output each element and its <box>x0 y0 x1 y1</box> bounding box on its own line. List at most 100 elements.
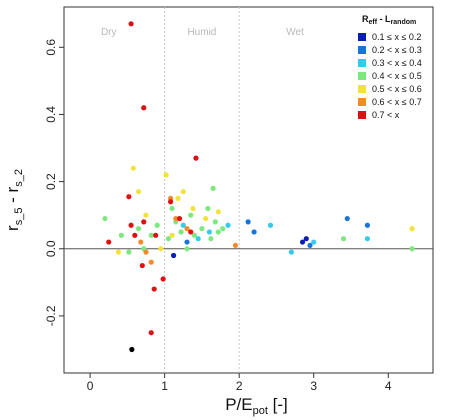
x-tick-label: 2 <box>236 379 243 393</box>
data-point <box>210 185 216 191</box>
legend-entry: 0.4 < x ≤ 0.5 <box>372 71 422 81</box>
data-point <box>129 346 135 353</box>
data-point <box>173 215 179 222</box>
data-point <box>340 236 347 242</box>
series-3 <box>180 222 370 255</box>
data-point <box>148 330 154 336</box>
data-point <box>184 239 190 245</box>
legend-swatch <box>358 85 366 93</box>
region-label-humid: Humid <box>187 27 216 38</box>
data-point <box>245 219 251 225</box>
data-point <box>139 262 145 269</box>
data-point <box>303 236 309 242</box>
data-point <box>190 205 196 212</box>
y-axis-label: rs_5 - rs_2 <box>3 169 25 231</box>
data-point <box>191 232 198 238</box>
legend-entry: 0.3 < x ≤ 0.4 <box>372 58 422 68</box>
data-point <box>175 195 181 201</box>
legend-entry: 0.5 < x ≤ 0.6 <box>372 84 422 94</box>
data-point <box>232 242 239 249</box>
data-point <box>176 215 183 222</box>
y-tick-label: 0.0 <box>44 240 58 257</box>
legend-swatch <box>358 33 366 41</box>
data-point <box>163 172 169 178</box>
y-tick-label: 0.2 <box>44 173 58 190</box>
data-point <box>188 229 194 235</box>
data-point <box>188 212 194 218</box>
legend-swatch <box>358 46 366 54</box>
data-point <box>128 21 134 27</box>
data-point <box>311 239 317 245</box>
x-tick-label: 1 <box>161 379 168 393</box>
x-tick-label: 4 <box>385 379 392 393</box>
data-point <box>364 236 370 242</box>
data-point <box>128 222 134 228</box>
data-point <box>225 222 231 228</box>
data-point <box>364 222 370 228</box>
data-point <box>115 249 122 255</box>
legend-entry: 0.6 < x ≤ 0.7 <box>372 97 422 107</box>
data-point <box>220 226 226 232</box>
data-point <box>193 155 199 161</box>
series-6 <box>138 195 239 265</box>
y-tick-label: -0.2 <box>44 305 58 326</box>
legend-entry: 0.2 < x ≤ 0.3 <box>372 45 422 55</box>
data-point <box>168 199 174 205</box>
x-tick-label: 3 <box>310 379 317 393</box>
data-point <box>158 246 164 252</box>
data-point <box>409 226 415 232</box>
data-point <box>126 249 132 255</box>
data-point <box>153 232 159 238</box>
data-point <box>169 205 175 212</box>
data-point <box>135 189 142 195</box>
series-5 <box>115 165 415 255</box>
data-point <box>143 212 149 218</box>
data-point <box>151 286 157 292</box>
data-point <box>184 226 190 232</box>
data-point <box>195 236 201 242</box>
data-point <box>143 249 149 255</box>
data-point <box>251 229 257 235</box>
data-point <box>215 209 221 215</box>
data-point <box>203 215 209 222</box>
data-point <box>180 189 186 195</box>
data-point <box>126 194 132 200</box>
y-tick-label: 0.6 <box>44 39 58 56</box>
data-point <box>130 165 136 171</box>
data-point <box>148 259 154 265</box>
legend-swatch <box>358 59 366 67</box>
data-point <box>199 226 205 232</box>
data-point <box>184 246 190 252</box>
series-1 <box>170 236 309 259</box>
data-point <box>180 222 186 228</box>
legend-swatch <box>358 72 366 80</box>
legend-swatch <box>358 111 366 119</box>
region-label-dry: Dry <box>101 27 117 38</box>
data-point <box>212 219 218 225</box>
data-point <box>118 232 124 238</box>
data-point <box>106 239 112 245</box>
x-tick-label: 0 <box>87 379 94 393</box>
legend-entry: 0.7 < x <box>372 110 400 120</box>
series-8 <box>129 346 135 353</box>
data-point <box>206 229 212 235</box>
data-point <box>102 215 108 222</box>
data-point <box>148 232 154 238</box>
y-tick-label: 0.4 <box>44 106 58 123</box>
data-point <box>165 236 171 242</box>
legend-title: Reff - Lrandom <box>362 14 416 26</box>
data-point <box>169 232 175 238</box>
series-4 <box>102 185 415 255</box>
data-point <box>132 232 138 238</box>
data-point <box>267 222 274 228</box>
plot-frame <box>63 6 434 374</box>
data-point <box>307 242 313 249</box>
data-point <box>208 236 214 242</box>
data-point <box>409 246 415 252</box>
region-label-wet: Wet <box>286 27 304 38</box>
data-point <box>344 215 350 222</box>
data-point <box>160 276 166 282</box>
series-7 <box>106 21 199 336</box>
data-point <box>288 249 294 255</box>
